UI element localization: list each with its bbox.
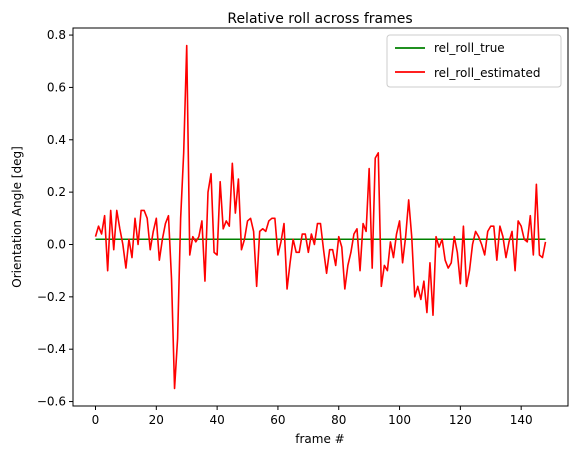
x-tick-label: 20: [149, 413, 164, 427]
y-tick-label: −0.2: [37, 290, 66, 304]
legend: rel_roll_true rel_roll_estimated: [387, 35, 561, 87]
x-tick-label: 120: [449, 413, 472, 427]
x-tick-label: 140: [510, 413, 533, 427]
y-tick-label: −0.6: [37, 395, 66, 409]
x-tick-label: 60: [270, 413, 285, 427]
y-tick-label: 0.8: [47, 28, 66, 42]
x-tick-label: 100: [388, 413, 411, 427]
y-axis-label: Orientation Angle [deg]: [10, 146, 24, 288]
y-tick-label: 0.4: [47, 133, 66, 147]
y-tick-label: −0.4: [37, 342, 66, 356]
y-tick-label: 0.2: [47, 185, 66, 199]
x-axis-label: frame #: [295, 432, 344, 446]
y-tick-label: 0.0: [47, 237, 66, 251]
x-tick-label: 80: [331, 413, 346, 427]
chart-title: Relative roll across frames: [227, 11, 412, 27]
x-tick-label: 0: [92, 413, 100, 427]
x-tick-label: 40: [209, 413, 224, 427]
legend-label-rel-roll-true: rel_roll_true: [434, 41, 505, 55]
y-tick-label: 0.6: [47, 80, 66, 94]
legend-label-rel-roll-estimated: rel_roll_estimated: [434, 66, 541, 80]
